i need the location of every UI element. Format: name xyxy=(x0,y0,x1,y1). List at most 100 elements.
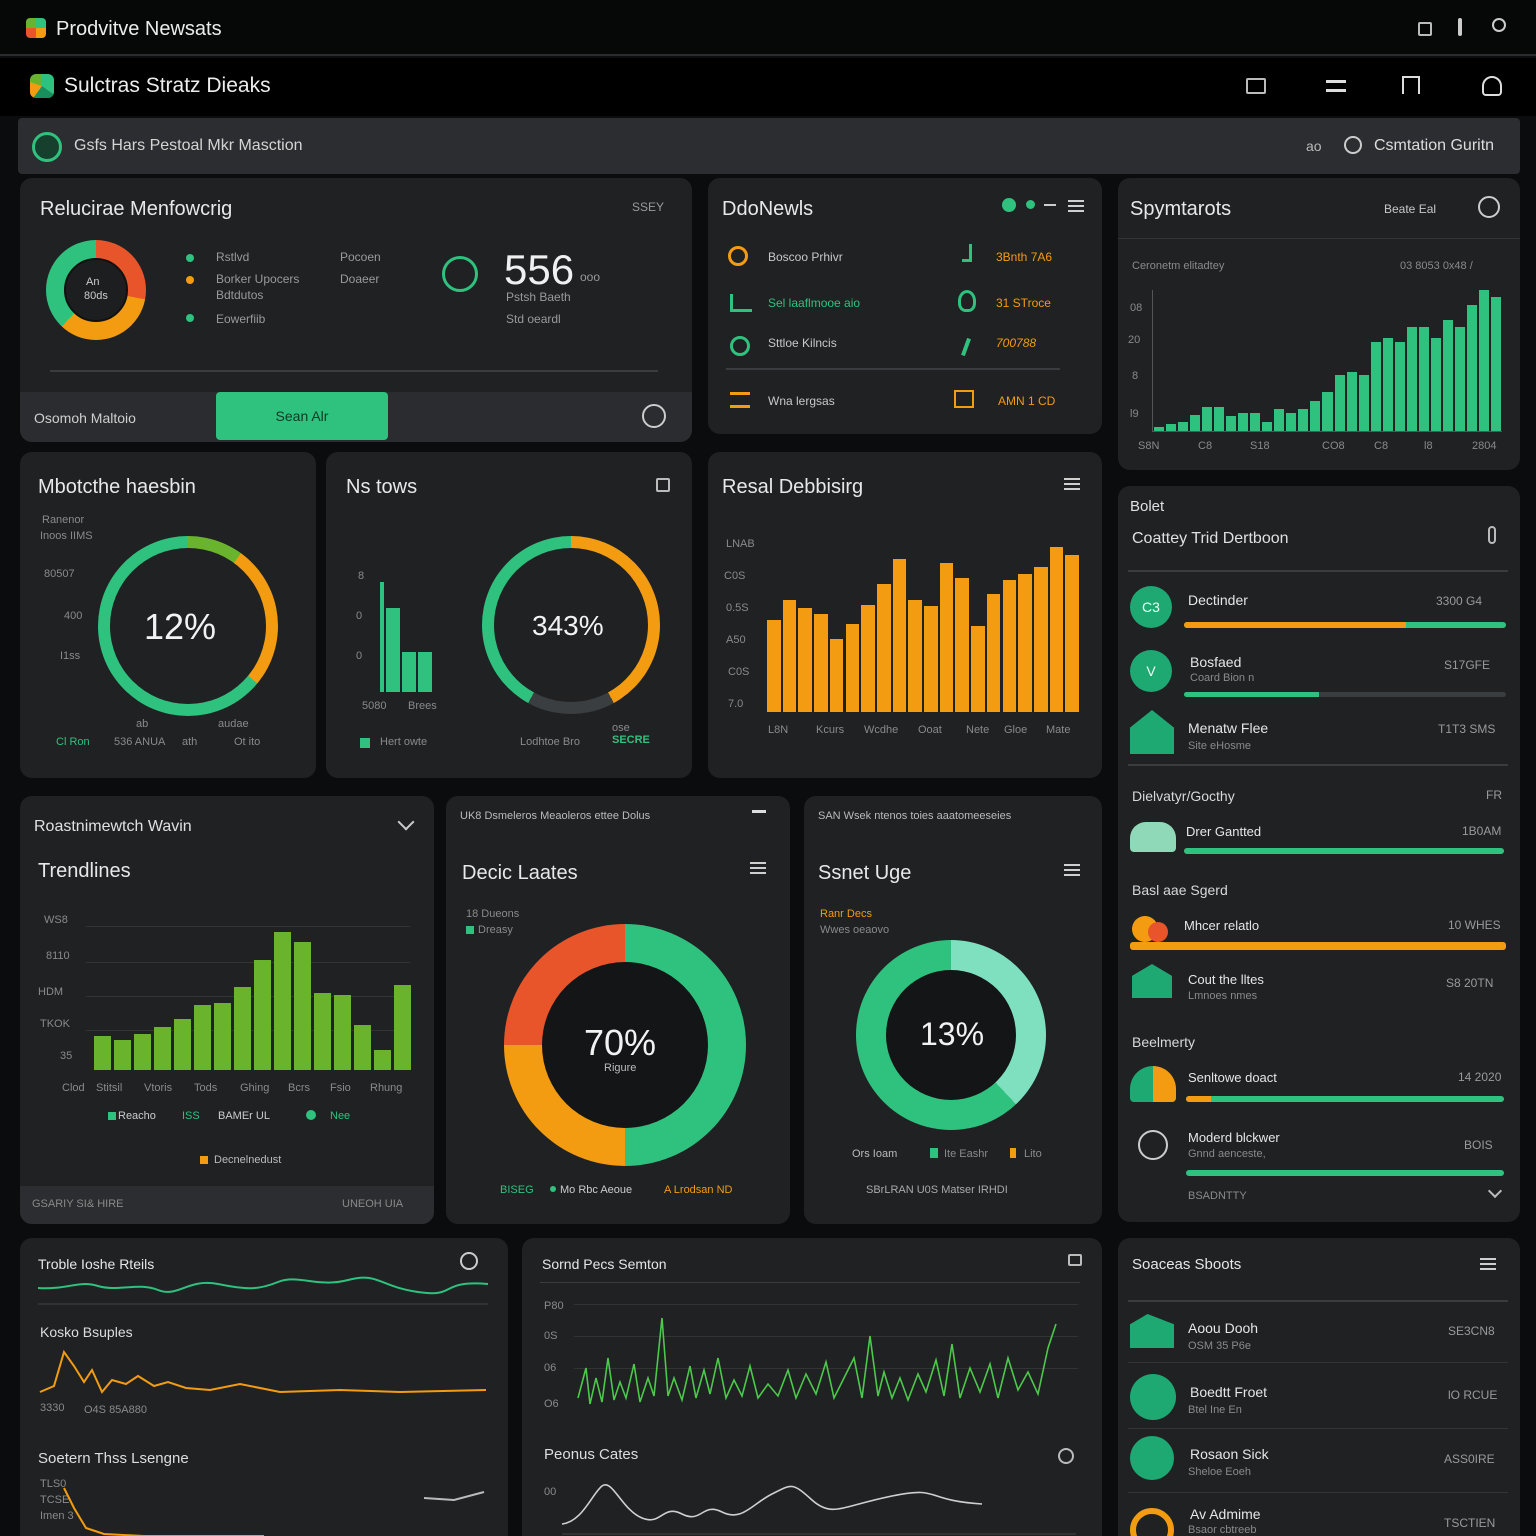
pin-icon[interactable] xyxy=(1488,526,1496,544)
source-name[interactable]: Boedtt Froet xyxy=(1190,1384,1268,1400)
source-name[interactable]: Av Admime xyxy=(1190,1506,1261,1522)
menu-icon[interactable] xyxy=(1480,1258,1496,1270)
chart-bar xyxy=(1346,371,1357,431)
chart-bar xyxy=(845,624,860,712)
user-icon[interactable] xyxy=(1482,76,1502,96)
real-panel: Resal Debbisirg LNAB C0S 0.5S A50 C0S 7.… xyxy=(708,452,1102,778)
donut-value: 343% xyxy=(532,610,604,641)
legend-dot xyxy=(186,254,194,262)
chart-bar xyxy=(908,600,922,712)
x-tick: 2804 xyxy=(1472,440,1497,452)
foot-item: BISEG xyxy=(500,1184,534,1196)
refresh-icon[interactable] xyxy=(1058,1448,1074,1464)
panel-title: Decic Laates xyxy=(462,862,578,884)
section-title: Basl aae Sgerd xyxy=(1132,882,1228,898)
item-icon xyxy=(1130,710,1174,754)
foot-item: Mo Rbc Aeoue xyxy=(560,1184,633,1196)
news-row-label[interactable]: Sttloe Kilncis xyxy=(768,336,837,350)
flag-icon[interactable] xyxy=(1402,76,1420,94)
menu-icon[interactable] xyxy=(1064,864,1080,876)
news-row-label[interactable]: Wna lergsas xyxy=(768,394,835,408)
expand-icon[interactable] xyxy=(656,478,670,492)
usage-donut xyxy=(98,536,278,716)
refresh-icon[interactable] xyxy=(1478,196,1500,218)
chevron-icon[interactable] xyxy=(752,810,766,818)
chart-bar xyxy=(213,1003,231,1070)
panel-title: Mbotcthe haesbin xyxy=(38,476,196,498)
search-bar[interactable]: Gsfs Hars Pestoal Mkr Masction ao Csmtat… xyxy=(18,118,1520,174)
item-value: S17GFE xyxy=(1444,658,1491,672)
chart-bar xyxy=(1298,408,1309,431)
info-icon[interactable] xyxy=(460,1252,478,1270)
y-tick: O6 xyxy=(544,1398,559,1410)
x-tick: S8N xyxy=(1138,440,1160,452)
info-icon[interactable] xyxy=(1458,18,1462,36)
chevron-down-icon[interactable] xyxy=(1487,1183,1503,1199)
item-name[interactable]: Bosfaed xyxy=(1190,654,1242,670)
search-icon[interactable] xyxy=(1492,18,1506,32)
item-progress xyxy=(1130,942,1506,950)
layout-icon[interactable] xyxy=(1246,78,1266,94)
y-tick: C0S xyxy=(728,666,750,678)
bottom-tick: TLS0 xyxy=(40,1478,67,1490)
sidebar-foot: BSADNTTY xyxy=(1188,1190,1247,1202)
clock-icon[interactable] xyxy=(642,404,666,428)
chart-bar xyxy=(939,563,954,712)
x-tick: C8 xyxy=(1198,440,1213,452)
status-dot xyxy=(1026,200,1035,209)
settings-icon[interactable] xyxy=(1344,136,1362,154)
search-right-label[interactable]: Csmtation Guritn xyxy=(1374,137,1495,154)
menu-icon[interactable] xyxy=(750,862,766,874)
source-name[interactable]: Aoou Dooh xyxy=(1188,1320,1259,1336)
item-name[interactable]: Mhcer relatlo xyxy=(1184,918,1260,933)
panel-title: Trendlines xyxy=(38,860,131,882)
mid-label: Pocoen xyxy=(340,250,381,264)
item-name[interactable]: Cout the lltes xyxy=(1188,972,1264,987)
chart-bar xyxy=(1430,337,1441,431)
mini-bar xyxy=(402,652,416,692)
y-tick: P80 xyxy=(544,1300,564,1312)
item-value: 14 2020 xyxy=(1458,1070,1502,1084)
chart-bar xyxy=(1002,579,1017,712)
footer-right: UNEOH UIA xyxy=(342,1198,404,1210)
source-value: ASS0IRE xyxy=(1444,1452,1495,1466)
bottom-tick: Imen 3 xyxy=(40,1510,74,1522)
row-icon xyxy=(730,392,750,408)
legend-dot xyxy=(186,314,194,322)
chevron-down-icon[interactable] xyxy=(397,813,415,831)
expand-icon[interactable] xyxy=(1068,1254,1082,1266)
window-icon[interactable] xyxy=(1418,22,1432,36)
chart-bar xyxy=(1442,319,1453,431)
chart-bar xyxy=(313,992,331,1070)
item-name[interactable]: Menatw Flee xyxy=(1188,720,1269,736)
foot-item: Ors Ioam xyxy=(852,1148,898,1160)
item-name[interactable]: Drer Gantted xyxy=(1186,824,1262,839)
y-tick: 400 xyxy=(64,610,83,622)
item-name[interactable]: Dectinder xyxy=(1188,592,1248,608)
chart-bar xyxy=(1214,407,1225,431)
menu-icon[interactable] xyxy=(1064,478,1080,490)
legend-item: Rstlvd xyxy=(216,250,250,264)
news-row-label[interactable]: Boscoo Prhivr xyxy=(768,250,843,264)
source-icon xyxy=(1130,1374,1176,1420)
chart-bar xyxy=(93,1035,111,1070)
chart-bar xyxy=(1334,374,1345,431)
symptoms-panel: Spymtarots Beate Eal Ceronetm elitadtey … xyxy=(1118,178,1520,470)
list-icon[interactable] xyxy=(1326,80,1346,92)
panel-title: Spymtarots xyxy=(1130,198,1232,220)
source-name[interactable]: Rosaon Sick xyxy=(1190,1446,1269,1462)
news-panel: DdoNewls Boscoo Prhivr 3Bnth 7A6 Sel laa… xyxy=(708,178,1102,434)
sub-label: Std oeardl xyxy=(506,312,561,326)
scan-button[interactable]: Sean Alr xyxy=(216,392,388,440)
legend-item: Bdtdutos xyxy=(216,288,264,302)
y-tick: 7.0 xyxy=(728,698,744,710)
menu-icon[interactable] xyxy=(1068,200,1084,212)
item-icon xyxy=(1130,1066,1176,1102)
item-name[interactable]: Moderd blckwer xyxy=(1188,1130,1280,1145)
chart-bar xyxy=(1262,422,1273,431)
item-name[interactable]: Senltowe doact xyxy=(1188,1070,1277,1085)
line-chart-bottom xyxy=(63,1487,485,1536)
x-tick: Nete xyxy=(966,724,990,736)
chart-bar xyxy=(798,608,813,712)
news-row-label[interactable]: Sel laaflmooe aio xyxy=(768,296,861,310)
